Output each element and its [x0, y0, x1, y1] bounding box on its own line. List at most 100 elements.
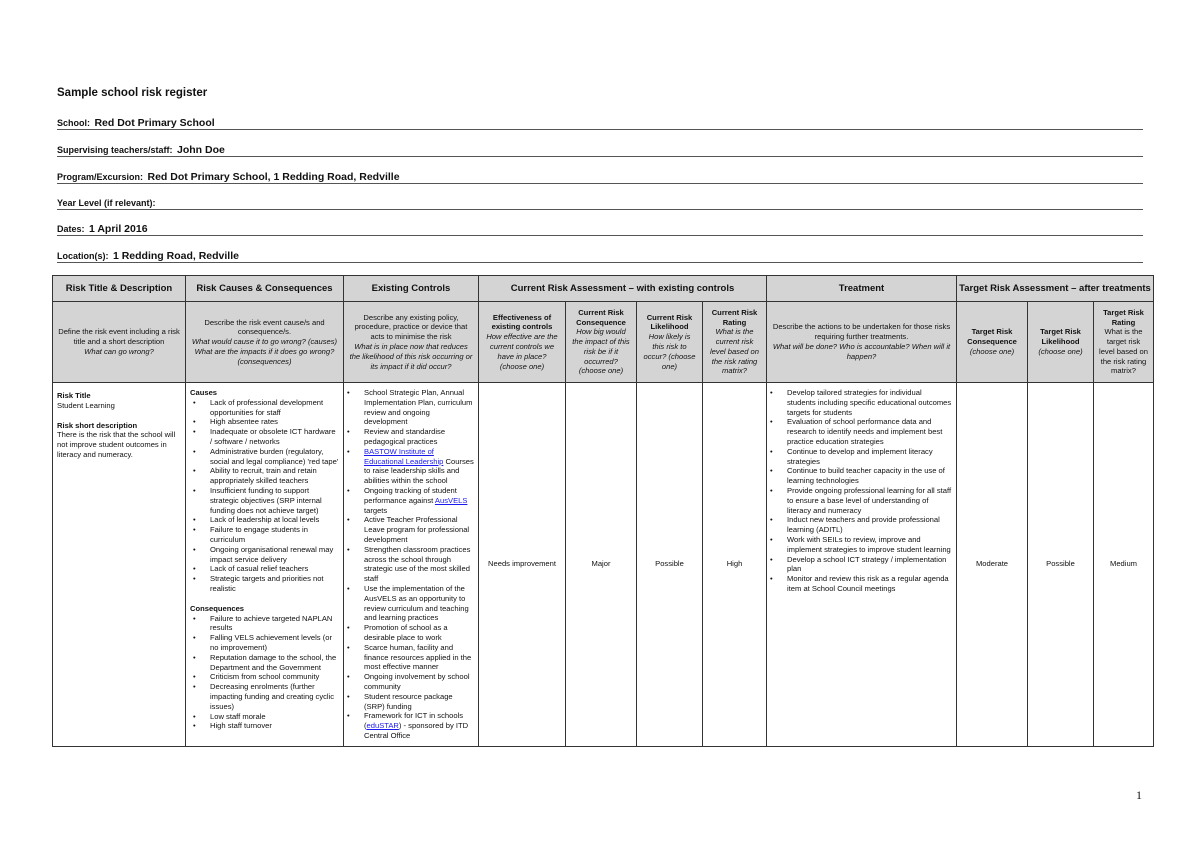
list-item-text: Use the implementation of the AusVELS as… — [364, 583, 469, 623]
list-item: Ability to recruit, train and retain app… — [190, 466, 339, 486]
table-row: Risk Title Student Learning Risk short d… — [52, 382, 1155, 747]
field-locations: Location(s): 1 Redding Road, Redville — [57, 246, 1143, 263]
list-item-text: School Strategic Plan, Annual Implementa… — [364, 388, 473, 427]
cell-target-rating: Medium — [1092, 382, 1155, 747]
list-item: Administrative burden (regulatory, socia… — [190, 447, 339, 467]
list-item: Induct new teachers and provide professi… — [767, 515, 952, 535]
header-causes: Risk Causes & Consequences — [185, 275, 344, 302]
desc-rating: Current Risk Rating What is the current r… — [702, 301, 767, 383]
list-item: Insufficient funding to support strategi… — [190, 486, 339, 515]
desc-likelihood: Current Risk Likelihood How likely is thi… — [636, 301, 703, 383]
list-item: Use the implementation of the AusVELS as… — [344, 584, 474, 623]
list-item: High absentee rates — [190, 417, 339, 427]
cell-controls: School Strategic Plan, Annual Implementa… — [343, 382, 479, 747]
list-item: Review and standardise pedagogical pract… — [344, 427, 474, 447]
list-item: Continue to develop and implement litera… — [767, 447, 952, 467]
field-supervising-staff: Supervising teachers/staff: John Doe — [57, 140, 1143, 157]
reference-link[interactable]: eduSTAR — [366, 721, 399, 731]
list-item: Develop a school ICT strategy / implemen… — [767, 555, 952, 575]
desc-target-likelihood: Target Risk Likelihood (choose one) — [1027, 301, 1094, 383]
cell-treatment: Develop tailored strategies for individu… — [766, 382, 957, 747]
desc-target-consequence: Target Risk Consequence (choose one) — [956, 301, 1028, 383]
list-item: School Strategic Plan, Annual Implementa… — [344, 388, 474, 427]
description-row: Define the risk event including a risk t… — [52, 301, 1155, 383]
list-item: Promotion of school as a desirable place… — [344, 623, 474, 643]
list-item-text: Ongoing tracking of student performance … — [364, 485, 457, 505]
header-controls: Existing Controls — [343, 275, 479, 302]
treatments-list: Develop tailored strategies for individu… — [767, 388, 952, 594]
list-item-text: Strengthen classroom practices across th… — [364, 544, 471, 584]
page-number: 1 — [1136, 788, 1142, 802]
desc-consequence: Current Risk Consequence How big would th… — [565, 301, 637, 383]
list-item-text: targets — [364, 505, 388, 515]
list-item: Student resource package (SRP) funding — [344, 692, 474, 712]
desc-treatment: Describe the actions to be undertaken fo… — [766, 301, 957, 383]
list-item: Failure to achieve targeted NAPLAN resul… — [190, 614, 339, 634]
list-item-text: Framework for ICT in schools ( — [364, 711, 464, 731]
header-risk-title: Risk Title & Description — [52, 275, 186, 302]
header-row: Risk Title & Description Risk Causes & C… — [52, 275, 1155, 302]
list-item: Inadequate or obsolete ICT hardware / so… — [190, 427, 339, 447]
list-item: Evaluation of school performance data an… — [767, 417, 952, 446]
list-item: High staff turnover — [190, 721, 339, 731]
list-item-text: Scarce human, facility and finance resou… — [364, 642, 472, 672]
list-item: Strategic targets and priorities not rea… — [190, 574, 339, 594]
list-item: Work with SEILs to review, improve and i… — [767, 535, 952, 555]
cell-rating: High — [702, 382, 767, 747]
cell-causes: Causes Lack of professional development … — [185, 382, 344, 747]
header-treatment: Treatment — [766, 275, 957, 302]
list-item-text: Ongoing involvement by school community — [364, 672, 470, 691]
list-item-text: Student resource package (SRP) funding — [364, 691, 453, 711]
header-current-assessment: Current Risk Assessment – with existing … — [478, 275, 767, 302]
list-item: BASTOW Institute of Educational Leadersh… — [344, 447, 474, 486]
list-item: Scarce human, facility and finance resou… — [344, 643, 474, 672]
cell-consequence: Major — [565, 382, 637, 747]
list-item: Develop tailored strategies for individu… — [767, 388, 952, 417]
list-item: Ongoing involvement by school community — [344, 672, 474, 692]
list-item: Provide ongoing professional learning fo… — [767, 486, 952, 515]
desc-risk-title: Define the risk event including a risk t… — [52, 301, 186, 383]
field-program: Program/Excursion: Red Dot Primary Schoo… — [57, 167, 1143, 184]
cell-target-consequence: Moderate — [956, 382, 1028, 747]
controls-list: School Strategic Plan, Annual Implementa… — [344, 388, 474, 741]
cell-target-likelihood: Possible — [1027, 382, 1094, 747]
list-item-text: Promotion of school as a desirable place… — [364, 623, 448, 642]
desc-target-rating: Target Risk Rating What is the target ris… — [1092, 301, 1155, 383]
risk-register-table: Risk Title & Description Risk Causes & C… — [52, 275, 1155, 747]
list-item: Monitor and review this risk as a regula… — [767, 574, 952, 594]
document-title: Sample school risk register — [57, 87, 208, 99]
cell-effectiveness: Needs improvement — [478, 382, 566, 747]
cell-likelihood: Possible — [636, 382, 703, 747]
desc-effectiveness: Effectiveness of existing controls How ef… — [478, 301, 566, 383]
list-item: Continue to build teacher capacity in th… — [767, 466, 952, 486]
list-item: Lack of casual relief teachers — [190, 564, 339, 574]
field-year-level: Year Level (if relevant): — [57, 193, 1143, 210]
desc-controls: Describe any existing policy, procedure,… — [343, 301, 479, 383]
list-item: Strengthen classroom practices across th… — [344, 545, 474, 584]
desc-causes: Describe the risk event cause/s and cons… — [185, 301, 344, 383]
cell-risk-title: Risk Title Student Learning Risk short d… — [52, 382, 186, 747]
list-item: Ongoing tracking of student performance … — [344, 486, 474, 515]
reference-link[interactable]: BASTOW Institute of Educational Leadersh… — [364, 446, 444, 466]
reference-link[interactable]: AusVELS — [434, 495, 468, 505]
causes-list: Lack of professional development opportu… — [190, 398, 339, 594]
list-item: Low staff morale — [190, 712, 339, 722]
list-item: Reputation damage to the school, the Dep… — [190, 653, 339, 673]
field-dates: Dates: 1 April 2016 — [57, 219, 1143, 236]
list-item-text: Courses to raise leadership skills and a… — [364, 456, 474, 486]
list-item-text: ) - sponsored by ITD Central Office — [364, 721, 469, 740]
list-item: Lack of leadership at local levels — [190, 515, 339, 525]
list-item-text: Active Teacher Professional Leave progra… — [364, 515, 470, 544]
list-item: Ongoing organisational renewal may impac… — [190, 545, 339, 565]
header-target-assessment: Target Risk Assessment – after treatment… — [955, 275, 1155, 302]
list-item: Decreasing enrolments (further impacting… — [190, 682, 339, 711]
list-item-text: Review and standardise pedagogical pract… — [364, 427, 446, 446]
consequences-list: Failure to achieve targeted NAPLAN resul… — [190, 614, 339, 732]
field-school: School: Red Dot Primary School — [57, 113, 1143, 130]
list-item: Active Teacher Professional Leave progra… — [344, 515, 474, 544]
list-item: Falling VELS achievement levels (or no i… — [190, 633, 339, 653]
list-item: Criticism from school community — [190, 672, 339, 682]
list-item: Failure to engage students in curriculum — [190, 525, 339, 545]
list-item: Framework for ICT in schools (eduSTAR) -… — [344, 711, 474, 740]
list-item: Lack of professional development opportu… — [190, 398, 339, 418]
